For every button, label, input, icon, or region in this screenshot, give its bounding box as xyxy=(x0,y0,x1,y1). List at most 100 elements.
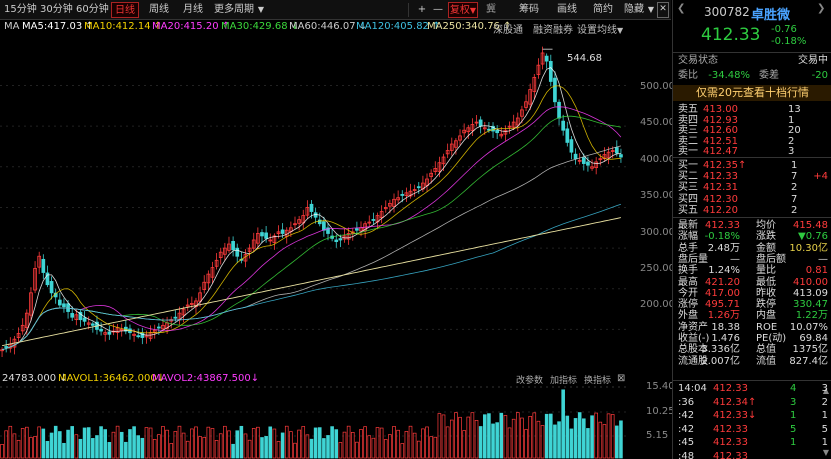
candle-body xyxy=(383,207,388,210)
candle-body xyxy=(70,313,75,318)
volume-bar xyxy=(528,416,532,459)
bid-row: 买一 412.35↑ 1 xyxy=(673,160,831,172)
margin-link[interactable]: 融资融券 xyxy=(533,25,573,34)
period-more[interactable]: 更多周期 xyxy=(214,4,254,15)
tick-count: 5 xyxy=(821,423,828,435)
volume-bar xyxy=(70,426,74,459)
fuquan-button[interactable]: 复权▼ xyxy=(448,2,478,18)
mark-button[interactable]: 冀 xyxy=(486,4,496,15)
chip-button[interactable]: 筹码 xyxy=(519,4,539,15)
volume-bar xyxy=(247,439,252,459)
volume-bar xyxy=(297,429,301,459)
ma-settings-button[interactable]: 设置均线▼ xyxy=(577,25,624,34)
stat-label: 盘后额 xyxy=(756,253,786,265)
volume-bar xyxy=(383,439,388,459)
candle-body xyxy=(520,109,524,117)
tick-price: 412.33 xyxy=(713,423,748,435)
period-weekly[interactable]: 周线 xyxy=(149,4,169,15)
edit-params-button[interactable]: 改参数 xyxy=(516,376,544,386)
upgrade-banner[interactable]: 仅需20元查看十档行情 xyxy=(673,85,831,101)
volume-bar xyxy=(4,430,8,459)
tick-row: :42 412.33 5 5 xyxy=(673,424,831,436)
period-60min[interactable]: 60分钟 xyxy=(76,4,109,15)
price-tick: 350.00 xyxy=(640,190,675,201)
stock-name[interactable]: 卓胜微 xyxy=(751,8,791,23)
volume-bar xyxy=(400,443,405,459)
tick-time: 14:04 xyxy=(678,383,707,394)
kline-chart[interactable] xyxy=(0,34,640,370)
volume-bar xyxy=(359,429,363,459)
volume-bar xyxy=(619,420,623,459)
chevron-left-icon[interactable]: ❮ xyxy=(677,3,686,14)
period-15min[interactable]: 15分钟 xyxy=(4,4,37,15)
stat-value: 421.20 xyxy=(705,276,740,288)
stat-label: 盘后量 xyxy=(678,253,708,265)
shenguotong-link[interactable]: 深股通 xyxy=(493,25,523,34)
ask-volume: 3 xyxy=(788,146,795,157)
stat-label: 涨幅 xyxy=(678,231,698,243)
ask-volume: 1 xyxy=(788,114,795,126)
volume-bar xyxy=(148,427,153,459)
candle-body xyxy=(416,186,421,189)
volume-bar xyxy=(313,427,318,459)
tick-volume: 5 xyxy=(790,423,797,435)
close-icon[interactable]: ✕ xyxy=(657,2,669,18)
candle-body xyxy=(37,255,42,268)
candle-body xyxy=(565,128,570,143)
candle-body xyxy=(346,233,351,240)
volume-chart[interactable] xyxy=(0,386,640,459)
ask-row: 卖四 412.93 1 xyxy=(673,115,831,127)
period-30min[interactable]: 30分钟 xyxy=(40,4,73,15)
candle-body xyxy=(136,335,141,338)
zoom-out-button[interactable]: — xyxy=(433,4,443,15)
collapse-icon[interactable]: ⊠ xyxy=(617,373,626,384)
switch-indicator-button[interactable]: 换指标 xyxy=(584,376,612,386)
period-monthly[interactable]: 月线 xyxy=(183,4,203,15)
stat-row: 今开 417.00 昨收 413.09 xyxy=(673,288,831,300)
tick-volume: 1 xyxy=(790,437,797,449)
add-indicator-button[interactable]: 加指标 xyxy=(550,376,578,386)
candle-body xyxy=(511,121,516,128)
tick-price: 412.33 xyxy=(713,437,748,449)
simple-button[interactable]: 简约 xyxy=(593,4,613,15)
stat-row: 最高 421.20 最低 410.00 xyxy=(673,277,831,289)
hide-button[interactable]: 隐藏 xyxy=(624,4,644,15)
volume-bar xyxy=(132,426,136,459)
bid-price: 412.31 xyxy=(703,182,738,194)
candle-body xyxy=(317,219,322,225)
ma250-line xyxy=(2,217,621,347)
volume-bar xyxy=(202,436,207,459)
bid-price: 412.35↑ xyxy=(703,160,747,171)
scroll-up-icon[interactable]: ▲ xyxy=(822,386,829,395)
tick-time: :42 xyxy=(678,410,695,422)
stat-label: 最低 xyxy=(756,276,776,288)
price-tick: 400.00 xyxy=(640,154,675,165)
zoom-in-button[interactable]: + xyxy=(417,4,427,15)
candle-body xyxy=(404,192,409,196)
volume-bar xyxy=(511,418,516,459)
scroll-down-icon[interactable]: ▼ xyxy=(822,448,829,457)
chevron-right-icon[interactable]: ❯ xyxy=(817,3,826,14)
period-daily[interactable]: 日线 xyxy=(111,2,139,18)
stat-label: 今开 xyxy=(678,287,698,299)
draw-line-button[interactable]: 画线 xyxy=(557,4,577,15)
volume-bar xyxy=(375,427,380,459)
stat-row: 涨停 495.71 跌停 330.47 xyxy=(673,299,831,311)
volume-bar xyxy=(334,429,339,459)
hide-chevron-icon[interactable]: ▼ xyxy=(647,5,655,14)
volume-bar xyxy=(582,418,586,459)
stat-row: 流通股 2.007亿 流值 827.4亿 xyxy=(673,356,831,368)
volume-bar xyxy=(66,429,70,459)
volume-bar xyxy=(107,442,112,459)
tick-row: :48 412.33 xyxy=(673,451,831,459)
stat-value: 495.71 xyxy=(705,299,740,311)
candle-body xyxy=(429,172,433,177)
candle-body xyxy=(499,133,504,137)
stat-row: 收益(-) 1.476 PE(动) 69.84 xyxy=(673,333,831,345)
ask-label: 卖三 xyxy=(678,125,698,136)
chevron-down-icon[interactable]: ▼ xyxy=(257,5,265,14)
candle-body xyxy=(24,312,29,329)
volume-bar xyxy=(392,426,396,459)
candle-body xyxy=(544,55,549,62)
candle-body xyxy=(247,247,252,252)
